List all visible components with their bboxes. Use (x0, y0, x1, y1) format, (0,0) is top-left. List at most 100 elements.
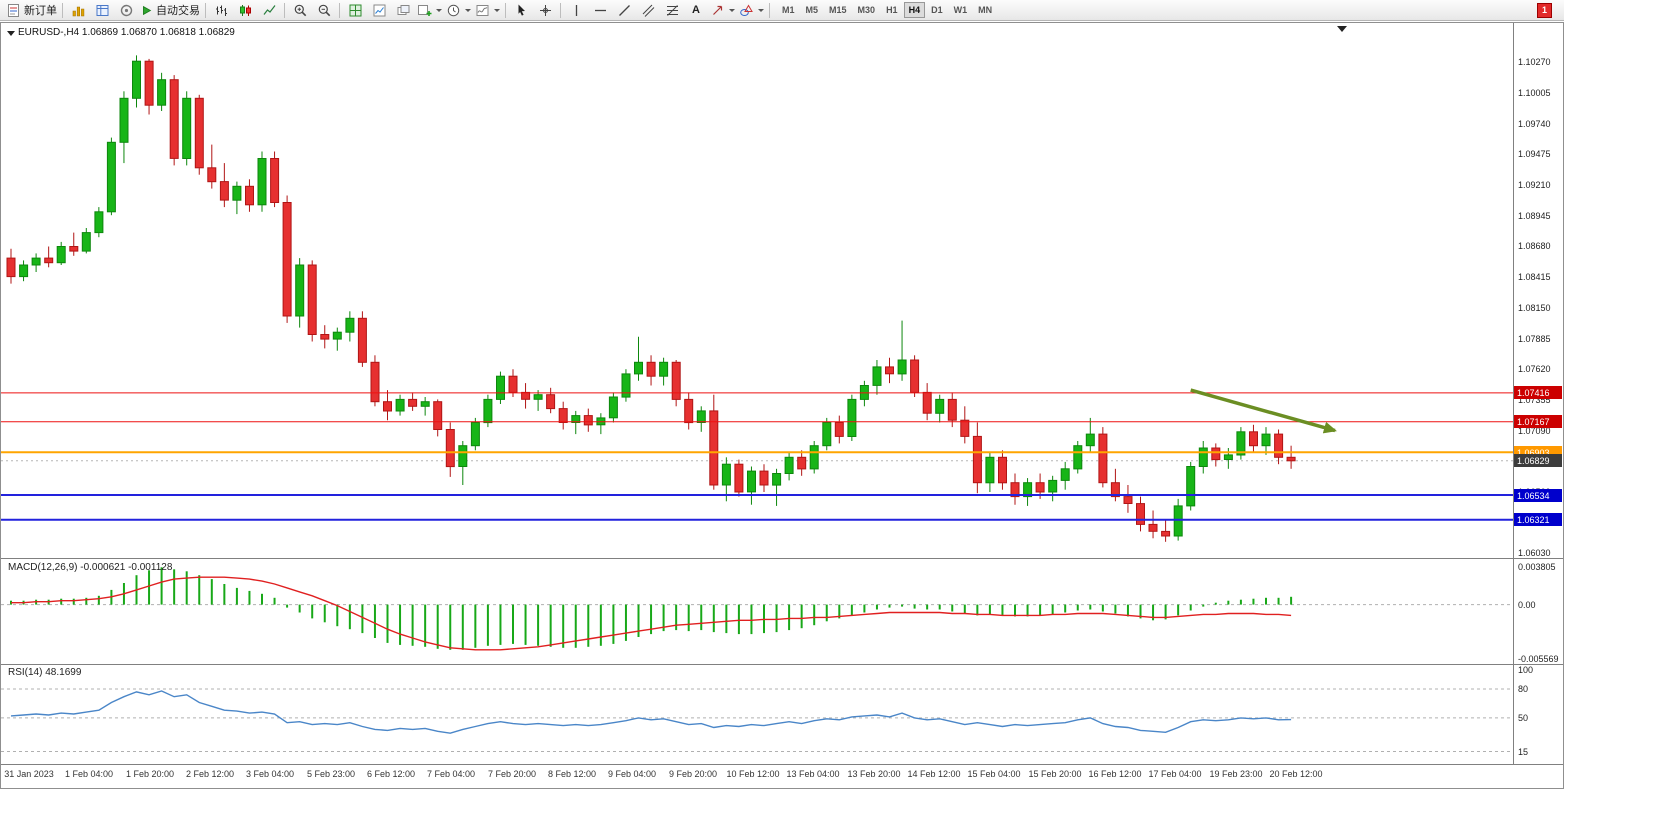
chart-symbol-period: EURUSD-,H4 (18, 27, 80, 38)
chevron-down-icon (436, 8, 442, 12)
bar-chart-button[interactable] (209, 1, 233, 19)
zoom-out-button[interactable] (312, 1, 336, 19)
time-axis-label: 1 Feb 04:00 (64, 769, 114, 779)
macd-indicator-canvas[interactable] (1, 559, 1563, 664)
price-level-badge[interactable]: 1.06534 (1514, 489, 1562, 502)
cursor-button[interactable] (509, 1, 533, 19)
time-axis-label: 1 Feb 20:00 (125, 769, 175, 779)
price-axis-label: 1.08680 (1518, 241, 1551, 251)
toolbar-separator (284, 2, 285, 18)
candlestick-chart-button[interactable] (233, 1, 257, 19)
zoom-in-button[interactable] (288, 1, 312, 19)
macd-name: MACD(12,26,9) (8, 562, 78, 573)
timeframe-button-m1[interactable]: M1 (782, 5, 795, 15)
timeframe-button-mn[interactable]: MN (978, 5, 993, 15)
macd-histogram (10, 567, 1293, 650)
channel-tool-button[interactable] (636, 1, 660, 19)
tile-windows-icon (348, 3, 363, 18)
time-axis-label: 6 Feb 12:00 (366, 769, 416, 779)
fibonacci-icon (665, 3, 680, 18)
auto-trading-play-icon (140, 4, 153, 17)
time-axis-label: 20 Feb 12:00 (1269, 769, 1323, 779)
one-click-trading-arrow-icon[interactable] (7, 31, 15, 36)
timeframe-button-h4[interactable]: H4 (903, 2, 926, 18)
new-order-icon (6, 3, 21, 18)
toolbar-separator (505, 2, 506, 18)
timeframe-button-m30[interactable]: M30 (857, 5, 876, 15)
price-axis-label: 1.07620 (1518, 364, 1551, 374)
horizontal-line-tool-button[interactable] (588, 1, 612, 19)
horizontal-line-icon (593, 3, 608, 18)
pane-separator[interactable] (1, 664, 1563, 665)
line-chart-button[interactable] (257, 1, 281, 19)
chevron-down-icon (465, 8, 471, 12)
time-axis-label: 15 Feb 04:00 (967, 769, 1021, 779)
chevron-down-icon (729, 8, 735, 12)
pane-separator[interactable] (1, 764, 1563, 765)
price-level-badge[interactable]: 1.07416 (1514, 386, 1562, 399)
pane-separator[interactable] (1, 558, 1563, 559)
toolbar-separator (560, 2, 561, 18)
time-axis-label: 19 Feb 23:00 (1209, 769, 1263, 779)
add-indicator-button[interactable] (415, 1, 444, 19)
template-button[interactable] (473, 1, 502, 19)
new-order-button[interactable]: 新订单 (4, 1, 59, 19)
time-axis-label: 5 Feb 23:00 (306, 769, 356, 779)
time-axis-label: 16 Feb 12:00 (1088, 769, 1142, 779)
rsi-value: 48.1699 (45, 667, 82, 678)
crosshair-button[interactable] (533, 1, 557, 19)
price-chart-canvas[interactable] (1, 23, 1563, 558)
trendline-tool-button[interactable] (612, 1, 636, 19)
macd-signal-value: -0.001128 (128, 562, 173, 573)
rsi-axis-label: 100 (1518, 665, 1534, 675)
timeframe-group: M1 M5 M15 M30 H1 H4 D1 W1 MN (777, 2, 997, 18)
arrange-charts-button[interactable] (391, 1, 415, 19)
timeframe-button-w1[interactable]: W1 (953, 5, 968, 15)
price-axis-separator[interactable] (1513, 23, 1514, 764)
timeframe-button-h1[interactable]: H1 (886, 5, 898, 15)
rsi-indicator-canvas[interactable] (1, 665, 1563, 764)
macd-axis-label: 0.00 (1518, 600, 1536, 610)
notification-badge[interactable]: 1 (1537, 2, 1552, 18)
line-chart-icon (262, 3, 277, 18)
time-axis-label: 13 Feb 04:00 (786, 769, 840, 779)
macd-label: MACD(12,26,9) -0.000621 -0.001128 (8, 562, 172, 573)
data-window-button[interactable] (90, 1, 114, 19)
price-level-badge[interactable]: 1.06321 (1514, 513, 1562, 526)
market-watch-button[interactable] (66, 1, 90, 19)
price-axis-label: 1.09475 (1518, 149, 1551, 159)
navigator-button[interactable] (114, 1, 138, 19)
timeframe-button-m15[interactable]: M15 (829, 5, 847, 15)
data-window-icon (95, 3, 110, 18)
shapes-tool-button[interactable] (737, 1, 766, 19)
price-axis-label: 1.10005 (1518, 88, 1551, 98)
bar-chart-icon (214, 3, 229, 18)
arrows-tool-button[interactable] (708, 1, 737, 19)
text-tool-button[interactable]: A (684, 1, 708, 19)
template-icon (475, 3, 490, 18)
crosshair-icon (538, 3, 553, 18)
time-axis-label: 8 Feb 12:00 (547, 769, 597, 779)
arrange-charts-icon (396, 3, 411, 18)
zoom-in-icon (293, 3, 308, 18)
vertical-line-tool-button[interactable] (564, 1, 588, 19)
rsi-label: RSI(14) 48.1699 (8, 667, 81, 678)
indicators-window-icon (372, 3, 387, 18)
price-level-badge[interactable]: 1.07167 (1514, 415, 1562, 428)
timeframe-button-m5[interactable]: M5 (805, 5, 819, 15)
auto-trading-button[interactable]: 自动交易 (138, 1, 202, 19)
chart-ohlc-values: 1.06869 1.06870 1.06818 1.06829 (81, 27, 235, 38)
period-button[interactable] (444, 1, 473, 19)
rsi-line (10, 690, 1292, 734)
current-price-badge: 1.06829 (1514, 454, 1562, 467)
fibonacci-tool-button[interactable] (660, 1, 684, 19)
chart-shift-marker[interactable] (1337, 26, 1347, 32)
trend-arrow-annotation (1190, 388, 1337, 434)
tile-windows-button[interactable] (343, 1, 367, 19)
price-axis-label: 1.09210 (1518, 180, 1551, 190)
time-axis-label: 9 Feb 04:00 (607, 769, 657, 779)
time-axis-label: 3 Feb 04:00 (245, 769, 295, 779)
candlestick-chart-icon (238, 3, 253, 18)
timeframe-button-d1[interactable]: D1 (931, 5, 943, 15)
indicators-window-button[interactable] (367, 1, 391, 19)
